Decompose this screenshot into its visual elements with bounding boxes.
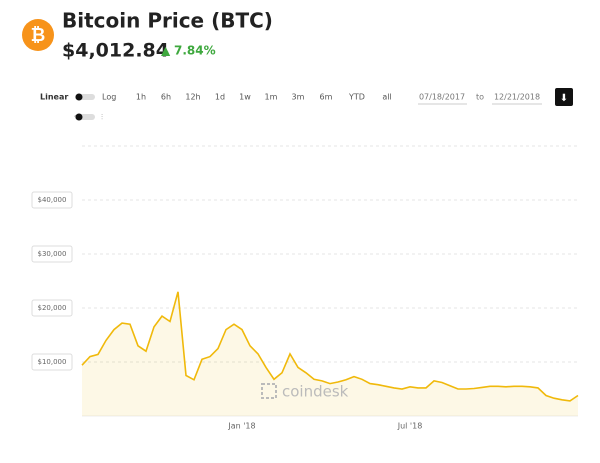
y-tick-box (31, 299, 73, 317)
range-button[interactable]: all (382, 93, 391, 102)
chart-title: Bitcoin Price (BTC) (62, 9, 273, 33)
range-button[interactable]: 12h (185, 93, 200, 102)
date-to[interactable]: 12/21/2018 (494, 93, 540, 102)
area-fill (82, 291, 578, 416)
scale-option[interactable]: Log (102, 93, 116, 102)
y-tick-label: $30,000 (38, 250, 67, 258)
watermark: coindesk (282, 383, 349, 401)
y-tick-label: $10,000 (38, 358, 67, 366)
range-button[interactable]: 1m (265, 93, 278, 102)
range-button[interactable]: 1d (215, 93, 225, 102)
range-button[interactable]: YTD (348, 93, 365, 102)
date-from[interactable]: 07/18/2017 (419, 93, 465, 102)
toggle-knob (75, 113, 83, 121)
download-icon: ⬇ (560, 93, 568, 104)
toolbar: Linear Log 1h 6h 12h 1d 1w 1m 3m 6m YTD all 07/18/20… (40, 93, 542, 105)
y-tick-label: $40,000 (38, 196, 67, 204)
y-tick-box (31, 353, 73, 371)
watermark-icon (261, 383, 277, 399)
price: $4,012.84 (62, 40, 169, 62)
range-button[interactable]: 6h (161, 93, 171, 102)
change-arrow: ▲ (161, 44, 171, 58)
y-tick-label: $20,000 (38, 304, 67, 312)
x-tick-label: Jan '18 (227, 422, 255, 431)
scale-toggle-knob (75, 93, 83, 101)
price-line (81, 291, 579, 402)
btc-symbol: ₿ (31, 25, 46, 46)
change: 7.84% (174, 44, 216, 58)
y-tick-box (31, 191, 73, 209)
y-tick-box (31, 245, 73, 263)
range-button[interactable]: 1h (136, 93, 146, 102)
download-button[interactable] (555, 88, 573, 106)
x-tick-label: Jul '18 (397, 422, 423, 431)
date-separator: to (476, 93, 484, 102)
range-button[interactable]: 3m (292, 93, 305, 102)
plot: $10,000 $20,000 $30,000 $40,000 Jan '18 Jul '… (31, 145, 579, 431)
candle-icon: ⫶ (101, 113, 103, 122)
range-button[interactable]: 1w (239, 93, 251, 102)
scale-option[interactable]: Linear (40, 93, 68, 102)
range-button[interactable]: 6m (320, 93, 333, 102)
btc-icon (22, 19, 54, 51)
